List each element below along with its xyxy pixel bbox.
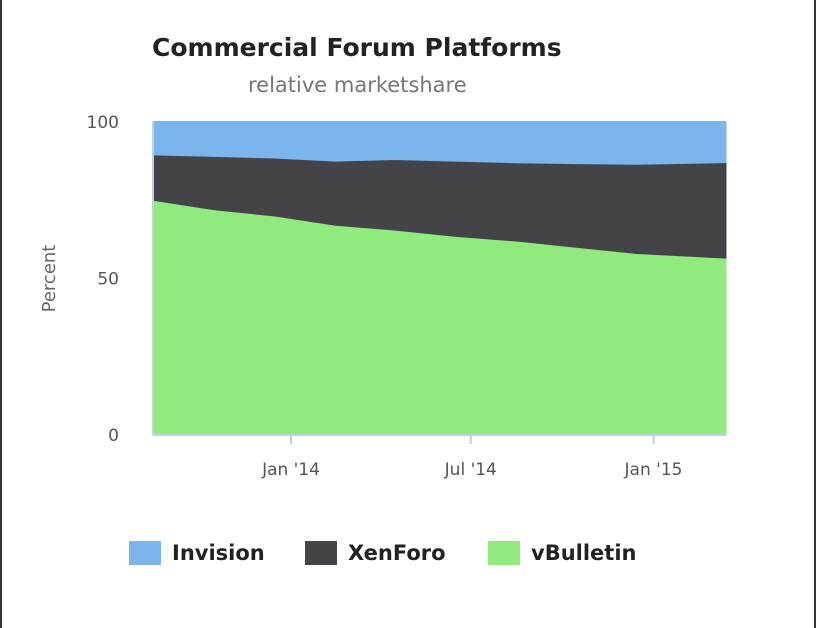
y-tick-label-50: 50	[97, 270, 119, 290]
legend-item-xenforo[interactable]: XenForo	[305, 537, 446, 569]
legend-swatch-invision	[129, 541, 161, 565]
x-tick-label-2014-01-01: Jan '14	[261, 460, 320, 480]
legend-item-invision[interactable]: Invision	[129, 537, 265, 569]
y-tick-label-100: 100	[87, 113, 119, 133]
chart-subtitle: relative marketshare	[248, 73, 467, 97]
legend-swatch-xenforo	[305, 541, 337, 565]
chart-title: Commercial Forum Platforms	[152, 33, 562, 62]
y-tick-label-0: 0	[108, 426, 119, 446]
legend-item-vbulletin[interactable]: vBulletin	[488, 537, 636, 569]
x-tick-label-2014-07-01: Jul '14	[444, 460, 497, 480]
legend-label-vbulletin: vBulletin	[531, 541, 637, 565]
legend-label-xenforo: XenForo	[348, 541, 446, 565]
legend-label-invision: Invision	[172, 541, 265, 565]
x-tick-label-2015-01-01: Jan '15	[624, 460, 683, 480]
legend-swatch-vbulletin	[488, 541, 520, 565]
y-axis-title: Percent	[39, 245, 60, 313]
